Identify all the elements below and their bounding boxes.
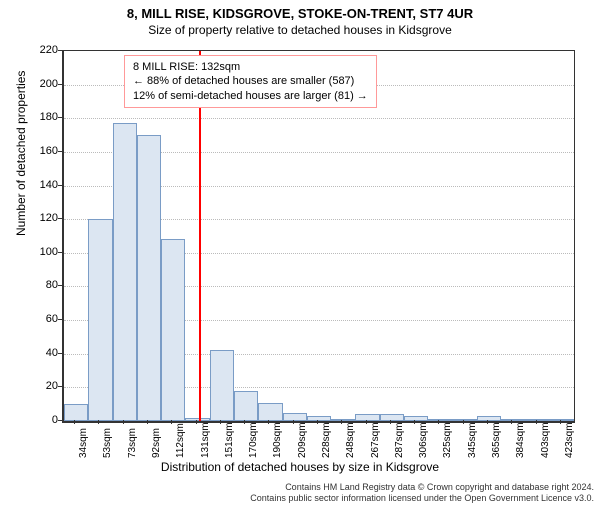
histogram-bar	[331, 419, 355, 421]
xtick-label: 92sqm	[151, 428, 162, 458]
histogram-bar	[501, 419, 525, 421]
ytick-mark	[58, 420, 62, 421]
ytick-label: 180	[28, 111, 58, 123]
xtick-mark	[536, 420, 537, 424]
annotation-line2: ← 88% of detached houses are smaller (58…	[133, 74, 368, 88]
xtick-mark	[74, 420, 75, 424]
histogram-bar	[477, 416, 501, 421]
histogram-bar	[550, 419, 574, 421]
xtick-label: 131sqm	[200, 422, 211, 458]
ytick-mark	[58, 386, 62, 387]
ytick-label: 40	[28, 347, 58, 359]
ytick-label: 100	[28, 246, 58, 258]
xtick-label: 306sqm	[418, 422, 429, 458]
ytick-mark	[58, 50, 62, 51]
xtick-label: 34sqm	[78, 428, 89, 458]
histogram-bar	[525, 419, 549, 421]
histogram-bar	[283, 413, 307, 421]
ytick-label: 200	[28, 78, 58, 90]
ytick-label: 80	[28, 279, 58, 291]
xtick-mark	[293, 420, 294, 424]
xtick-label: 151sqm	[224, 422, 235, 458]
ytick-mark	[58, 285, 62, 286]
histogram-bar	[380, 414, 404, 421]
ytick-mark	[58, 218, 62, 219]
xtick-label: 423sqm	[564, 422, 575, 458]
ytick-mark	[58, 353, 62, 354]
gridline	[64, 118, 574, 119]
xtick-label: 209sqm	[297, 422, 308, 458]
xtick-mark	[123, 420, 124, 424]
histogram-bar	[307, 416, 331, 421]
ytick-mark	[58, 151, 62, 152]
histogram-bar	[210, 350, 234, 421]
xtick-label: 287sqm	[394, 422, 405, 458]
ytick-mark	[58, 252, 62, 253]
ytick-label: 120	[28, 212, 58, 224]
xtick-mark	[487, 420, 488, 424]
annotation-line1: 8 MILL RISE: 132sqm	[133, 60, 368, 74]
histogram-bar	[64, 404, 88, 421]
xtick-label: 267sqm	[370, 422, 381, 458]
xtick-mark	[463, 420, 464, 424]
plot-area: 8 MILL RISE: 132sqm← 88% of detached hou…	[62, 50, 575, 423]
histogram-bar	[355, 414, 379, 421]
xtick-mark	[147, 420, 148, 424]
xtick-mark	[438, 420, 439, 424]
annotation-box: 8 MILL RISE: 132sqm← 88% of detached hou…	[124, 55, 377, 108]
ytick-mark	[58, 319, 62, 320]
attribution-text: Contains HM Land Registry data © Crown c…	[250, 482, 594, 504]
xtick-mark	[268, 420, 269, 424]
xtick-mark	[244, 420, 245, 424]
annotation-line3: 12% of semi-detached houses are larger (…	[133, 89, 368, 103]
ytick-mark	[58, 117, 62, 118]
xtick-label: 384sqm	[515, 422, 526, 458]
y-axis-label: Number of detached properties	[14, 71, 28, 236]
xtick-mark	[317, 420, 318, 424]
xtick-label: 73sqm	[127, 428, 138, 458]
xtick-mark	[196, 420, 197, 424]
xtick-mark	[98, 420, 99, 424]
histogram-bar	[88, 219, 112, 421]
xtick-mark	[390, 420, 391, 424]
attribution-line1: Contains HM Land Registry data © Crown c…	[250, 482, 594, 493]
xtick-label: 170sqm	[248, 422, 259, 458]
histogram-bar	[137, 135, 161, 421]
xtick-mark	[366, 420, 367, 424]
xtick-mark	[560, 420, 561, 424]
ytick-label: 20	[28, 380, 58, 392]
xtick-label: 248sqm	[345, 422, 356, 458]
attribution-line2: Contains public sector information licen…	[250, 493, 594, 504]
ytick-label: 220	[28, 44, 58, 56]
ytick-label: 0	[28, 414, 58, 426]
histogram-bar	[258, 403, 282, 422]
ytick-mark	[58, 84, 62, 85]
xtick-label: 190sqm	[272, 422, 283, 458]
xtick-label: 228sqm	[321, 422, 332, 458]
chart-title-line2: Size of property relative to detached ho…	[0, 23, 600, 37]
xtick-mark	[341, 420, 342, 424]
histogram-bar	[113, 123, 137, 421]
ytick-label: 60	[28, 313, 58, 325]
xtick-label: 112sqm	[175, 423, 186, 458]
xtick-label: 365sqm	[491, 422, 502, 458]
xtick-mark	[414, 420, 415, 424]
chart-title-line1: 8, MILL RISE, KIDSGROVE, STOKE-ON-TRENT,…	[0, 6, 600, 21]
histogram-bar	[161, 239, 185, 421]
histogram-bar	[404, 416, 428, 421]
xtick-label: 53sqm	[102, 428, 113, 458]
xtick-label: 345sqm	[467, 422, 478, 458]
histogram-bar	[453, 419, 477, 421]
x-axis-label: Distribution of detached houses by size …	[0, 460, 600, 474]
histogram-bar	[428, 419, 452, 421]
ytick-label: 160	[28, 145, 58, 157]
ytick-label: 140	[28, 179, 58, 191]
xtick-mark	[220, 420, 221, 424]
xtick-label: 403sqm	[540, 422, 551, 458]
xtick-label: 325sqm	[442, 422, 453, 458]
xtick-mark	[511, 420, 512, 424]
ytick-mark	[58, 185, 62, 186]
xtick-mark	[171, 420, 172, 424]
histogram-bar	[234, 391, 258, 421]
